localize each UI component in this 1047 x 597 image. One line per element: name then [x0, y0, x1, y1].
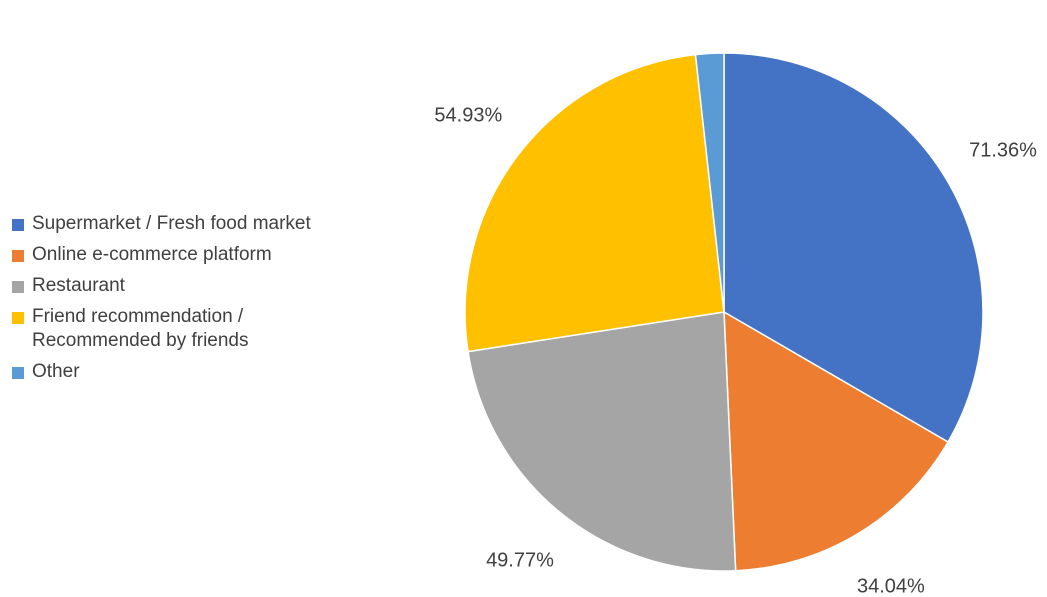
- data-label: 71.36%: [969, 140, 1037, 162]
- legend-item: Friend recommendation / Recommended by f…: [12, 305, 357, 353]
- pie-slice: [464, 53, 725, 353]
- legend-item: Supermarket / Fresh food market: [12, 212, 357, 236]
- legend-item: Restaurant: [12, 274, 357, 298]
- data-label: 49.77%: [486, 549, 554, 571]
- legend-swatch: [12, 250, 24, 262]
- legend-item: Other: [12, 360, 357, 384]
- legend: Supermarket / Fresh food market Online e-…: [12, 212, 357, 391]
- legend-item: Online e-commerce platform: [12, 243, 357, 267]
- legend-label: Friend recommendation / Recommended by f…: [32, 306, 249, 351]
- pie-slice: [723, 52, 984, 444]
- legend-label: Online e-commerce platform: [32, 244, 272, 265]
- legend-swatch: [12, 367, 24, 379]
- legend-label: Other: [32, 361, 80, 382]
- data-label: 3.76%: [678, 0, 735, 1]
- legend-swatch: [12, 281, 24, 293]
- legend-swatch: [12, 312, 24, 324]
- pie-slice: [723, 310, 950, 572]
- pie-slice: [467, 311, 737, 572]
- data-label: 54.93%: [434, 105, 502, 127]
- legend-label: Restaurant: [32, 275, 125, 296]
- legend-swatch: [12, 219, 24, 231]
- legend-label: Supermarket / Fresh food market: [32, 213, 311, 234]
- pie-slice: [694, 52, 725, 313]
- data-label: 34.04%: [857, 576, 925, 597]
